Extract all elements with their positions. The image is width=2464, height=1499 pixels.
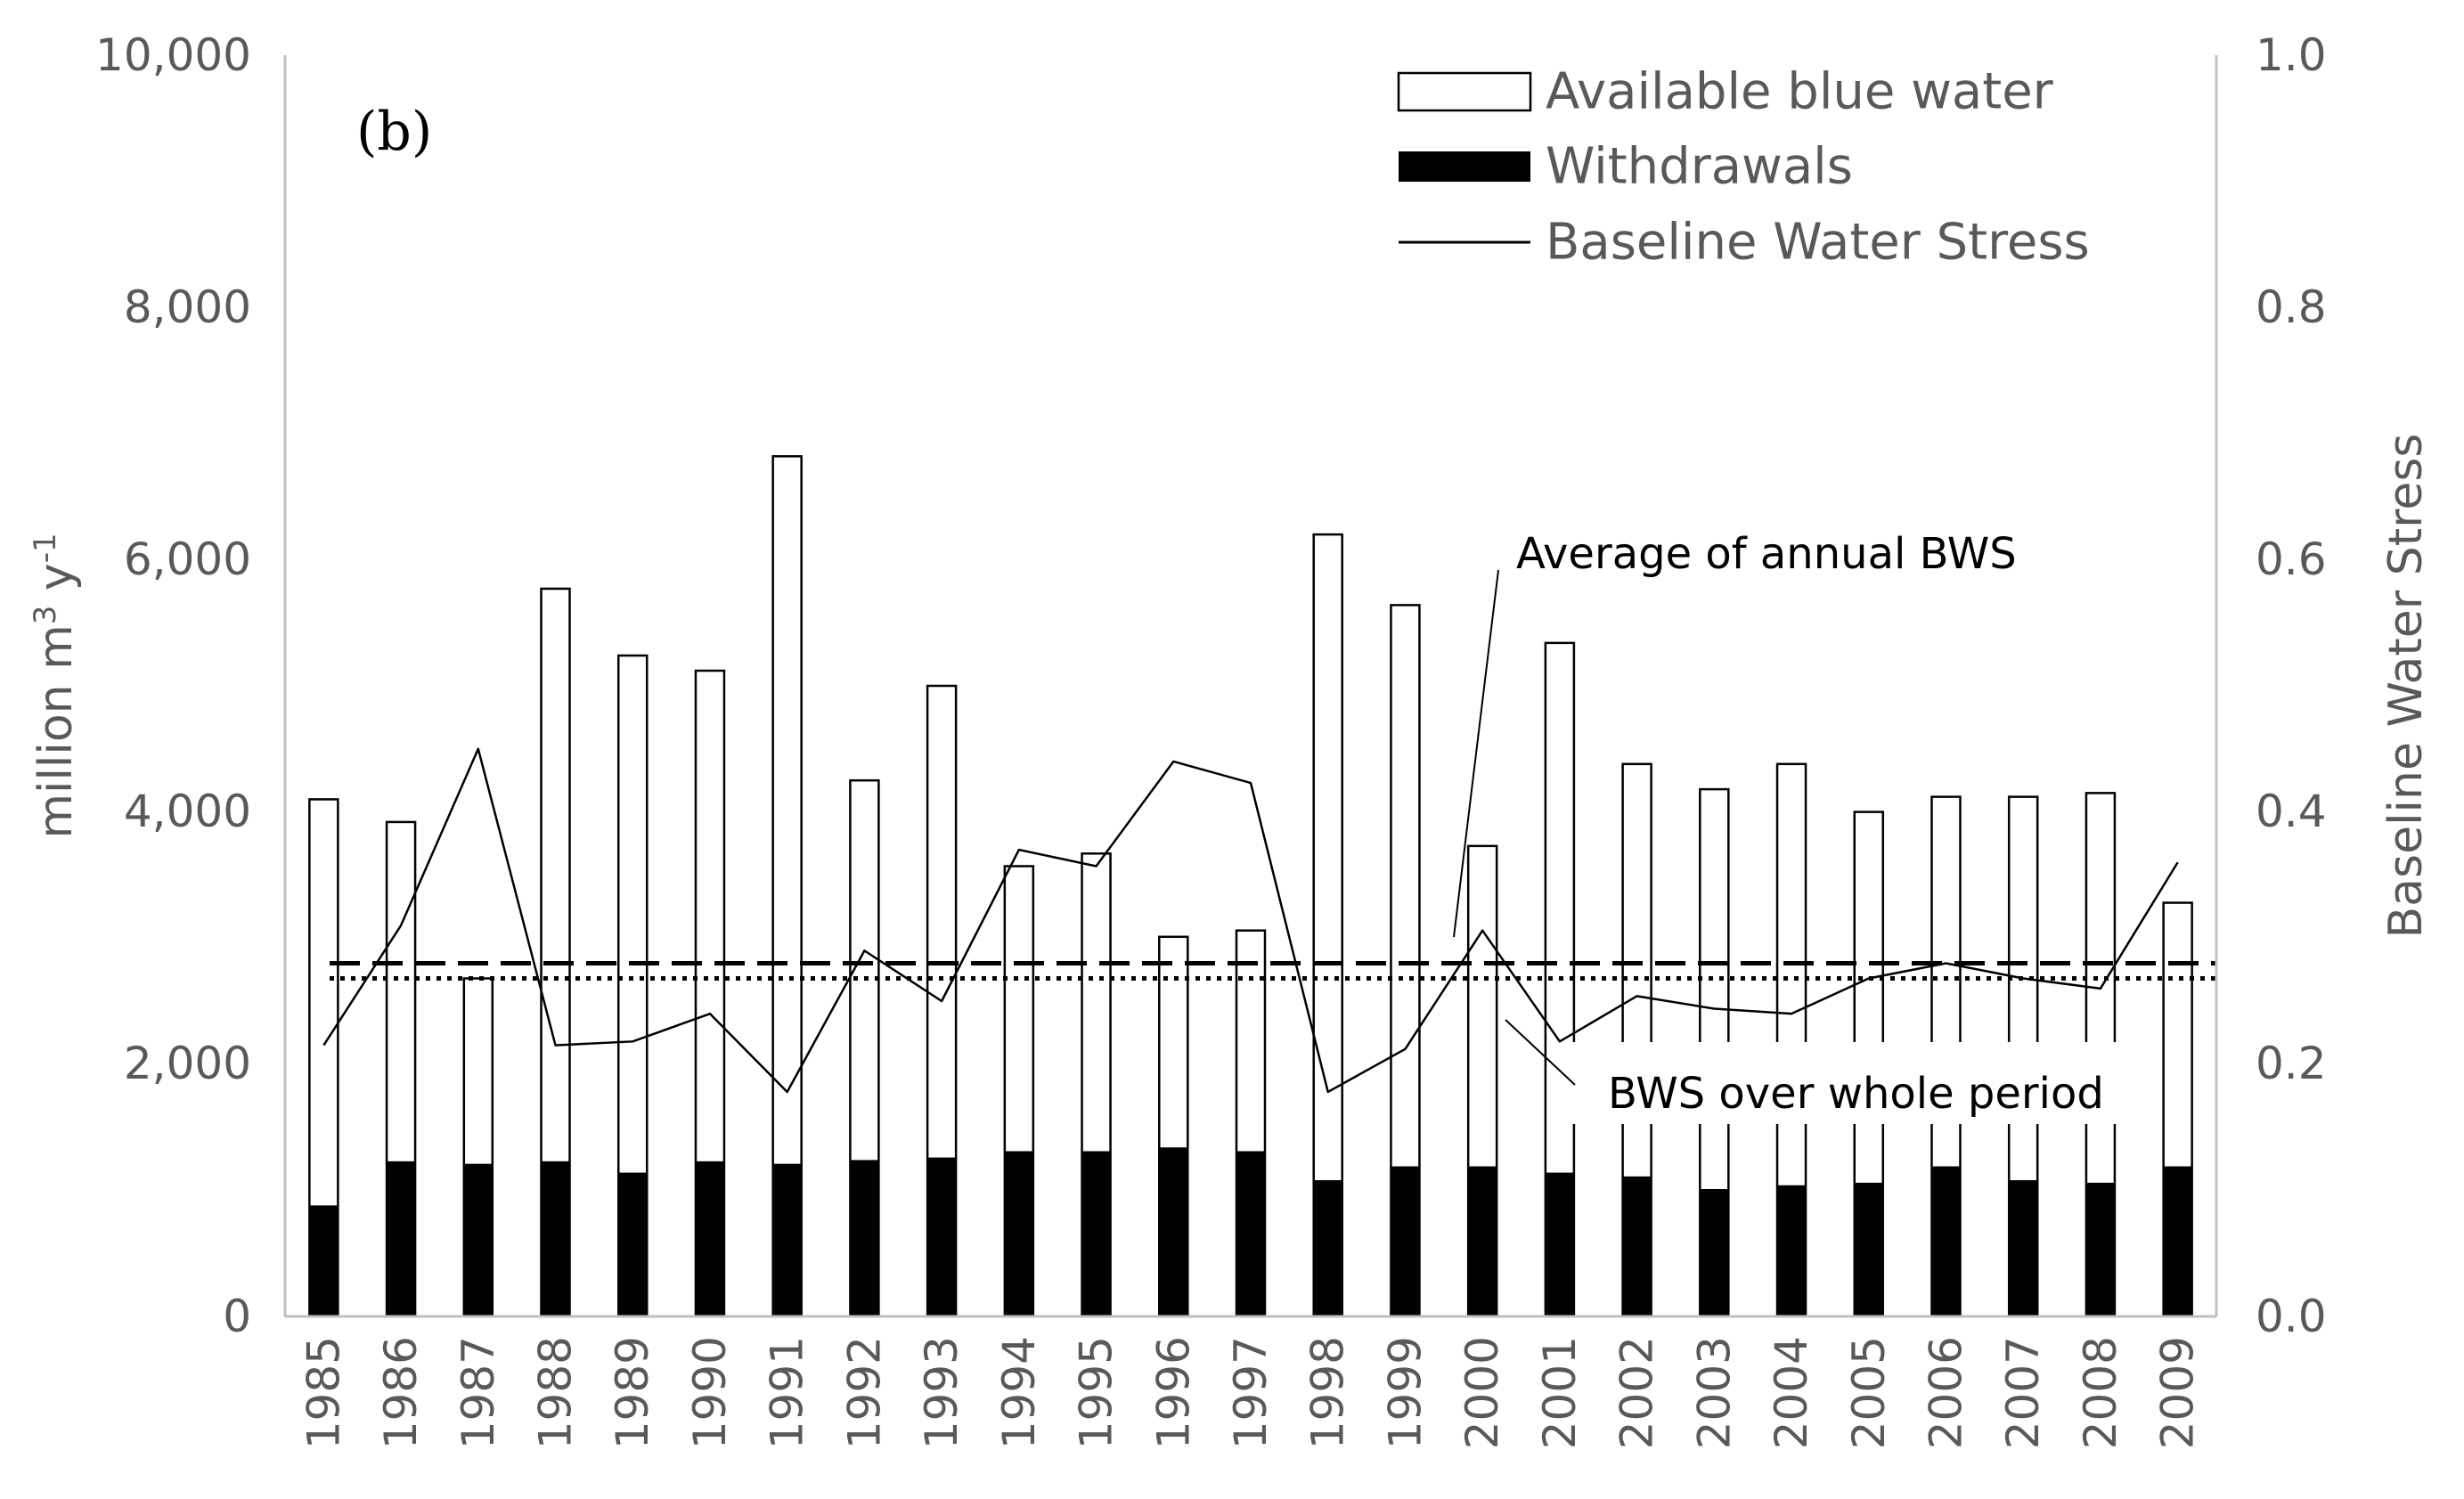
withdrawal-bar-2009 — [2163, 1166, 2192, 1316]
x-tick-label-2008: 2008 — [2075, 1336, 2126, 1449]
x-tick-label-1985: 1985 — [298, 1336, 349, 1449]
withdrawal-bar-1996 — [1159, 1147, 1188, 1316]
x-tick-label-2003: 2003 — [1688, 1336, 1740, 1449]
annotation-bws-whole-period: BWS over whole period — [1608, 1069, 2104, 1119]
withdrawal-bar-1987 — [463, 1163, 493, 1316]
withdrawal-bar-1998 — [1313, 1180, 1342, 1316]
right-axis-ticks: 0.0 0.2 0.4 0.6 0.8 1.0 — [2256, 29, 2327, 1342]
legend-swatch-withdrawals — [1399, 151, 1530, 182]
legend-label-withdrawals: Withdrawals — [1546, 138, 1853, 196]
x-tick-label-1989: 1989 — [607, 1336, 658, 1449]
x-tick-label-2001: 2001 — [1534, 1336, 1586, 1449]
left-tick-label: 2,000 — [124, 1038, 251, 1089]
x-tick-label-1994: 1994 — [993, 1336, 1045, 1449]
annotations: Average of annual BWS BWS over whole per… — [1453, 529, 2104, 1119]
left-tick-label: 8,000 — [124, 281, 251, 333]
withdrawal-bar-2003 — [1700, 1188, 1729, 1316]
withdrawal-bar-2008 — [2085, 1182, 2115, 1316]
withdrawal-bar-2007 — [2009, 1180, 2038, 1316]
left-tick-label: 6,000 — [124, 534, 251, 585]
right-tick-label: 1.0 — [2256, 29, 2327, 81]
legend-swatch-available — [1397, 71, 1532, 112]
x-tick-label-1997: 1997 — [1225, 1336, 1277, 1449]
x-tick-label-2007: 2007 — [1997, 1336, 2049, 1449]
annotation-leader-average — [1453, 569, 1499, 938]
withdrawal-bar-2000 — [1468, 1166, 1497, 1316]
withdrawal-bar-1995 — [1081, 1151, 1111, 1316]
right-tick-label: 0.2 — [2256, 1038, 2327, 1089]
annotation-leader-whole — [1505, 1019, 1576, 1086]
x-tick-label-2002: 2002 — [1611, 1336, 1663, 1449]
left-tick-label: 4,000 — [124, 786, 251, 837]
x-tick-label-1992: 1992 — [838, 1336, 890, 1449]
x-tick-label-1990: 1990 — [684, 1336, 736, 1449]
panel-label: (b) — [356, 101, 432, 163]
annotation-mask — [1570, 1042, 2149, 1124]
left-axis-title: million m3 y-1 — [28, 533, 83, 838]
legend-label-available: Available blue water — [1546, 63, 2054, 121]
reference-lines-group — [330, 961, 2216, 982]
withdrawal-bar-2004 — [1777, 1185, 1807, 1316]
x-tick-label-2005: 2005 — [1843, 1336, 1895, 1449]
withdrawal-bar-1993 — [927, 1157, 957, 1316]
withdrawal-bar-2001 — [1545, 1172, 1574, 1316]
withdrawal-bar-1994 — [1004, 1151, 1033, 1316]
withdrawal-bar-1988 — [541, 1161, 570, 1316]
x-tick-label-2000: 2000 — [1456, 1336, 1508, 1449]
x-tick-label-1991: 1991 — [762, 1336, 813, 1449]
withdrawal-bar-1986 — [387, 1161, 416, 1316]
withdrawal-bar-1997 — [1236, 1151, 1265, 1316]
x-tick-label-1998: 1998 — [1302, 1336, 1354, 1449]
right-axis-title: Baseline Water Stress — [2379, 433, 2433, 938]
right-tick-label: 0.0 — [2256, 1291, 2327, 1342]
x-tick-label-1986: 1986 — [375, 1336, 427, 1449]
axes — [283, 55, 2218, 1318]
x-tick-label-1987: 1987 — [453, 1336, 504, 1449]
right-tick-label: 0.8 — [2256, 281, 2327, 333]
legend: Available blue water Withdrawals Baselin… — [1397, 63, 2090, 272]
x-tick-label-1993: 1993 — [916, 1336, 967, 1449]
withdrawal-bar-1992 — [850, 1160, 879, 1316]
withdrawal-bar-1991 — [772, 1163, 802, 1316]
withdrawal-bars-group — [309, 1147, 2192, 1316]
withdrawal-bar-2006 — [1931, 1166, 1961, 1316]
left-axis-ticks: 0 2,000 4,000 6,000 8,000 10,000 — [95, 29, 251, 1342]
left-tick-label: 0 — [223, 1291, 251, 1342]
withdrawal-bar-1989 — [618, 1172, 648, 1316]
x-tick-label-1995: 1995 — [1071, 1336, 1122, 1449]
withdrawal-bar-1990 — [695, 1161, 724, 1316]
x-tick-label-1996: 1996 — [1147, 1336, 1199, 1449]
withdrawal-bar-1999 — [1391, 1166, 1420, 1316]
right-tick-label: 0.6 — [2256, 534, 2327, 585]
withdrawal-bar-1985 — [309, 1205, 339, 1316]
x-tick-label-2004: 2004 — [1766, 1336, 1817, 1449]
x-axis-labels: 1985 1986 1987 1988 1989 1990 1991 1992 1993 1994… — [298, 1336, 2203, 1449]
x-tick-label-2009: 2009 — [2152, 1336, 2204, 1449]
annotation-average-bws: Average of annual BWS — [1516, 529, 2017, 579]
x-tick-label-1999: 1999 — [1379, 1336, 1431, 1449]
withdrawal-bar-2005 — [1854, 1182, 1883, 1316]
x-tick-label-1988: 1988 — [530, 1336, 582, 1449]
legend-label-bws: Baseline Water Stress — [1546, 214, 2090, 272]
left-tick-label: 10,000 — [95, 29, 251, 81]
right-tick-label: 0.4 — [2256, 786, 2327, 837]
x-tick-label-2006: 2006 — [1920, 1336, 1971, 1449]
withdrawal-bar-2002 — [1622, 1176, 1652, 1316]
bws-line-group — [322, 747, 2179, 1094]
